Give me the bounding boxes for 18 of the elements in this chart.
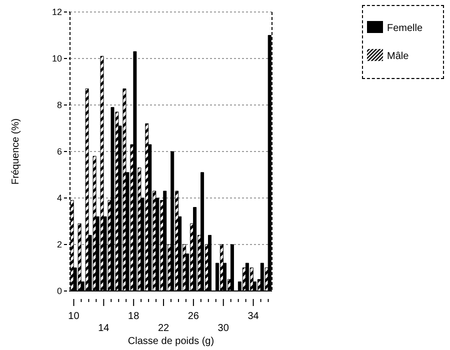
y-tick-label: 4 <box>56 193 62 204</box>
y-tick-label: 0 <box>56 286 62 296</box>
y-tick-label: 2 <box>56 240 62 250</box>
x-tick-label: 34 <box>248 311 260 322</box>
legend-label: Femelle <box>387 23 423 34</box>
x-tick-label: 14 <box>98 323 110 334</box>
y-tick-label: 12 <box>52 7 62 18</box>
x-tick-label: 18 <box>128 311 140 322</box>
y-tick-label: 8 <box>56 100 62 110</box>
x-tick-label: 22 <box>158 323 170 334</box>
x-tick-label: 26 <box>188 311 200 322</box>
y-tick-label: 6 <box>56 146 62 157</box>
x-tick-label: 30 <box>218 323 230 334</box>
legend-label: Mâle <box>387 51 409 62</box>
y-axis-title: Fréquence (%) <box>10 118 22 185</box>
x-tick-label: 10 <box>68 311 80 322</box>
x-axis-title: Classe de poids (g) <box>128 336 214 347</box>
y-tick-label: 10 <box>52 54 62 64</box>
